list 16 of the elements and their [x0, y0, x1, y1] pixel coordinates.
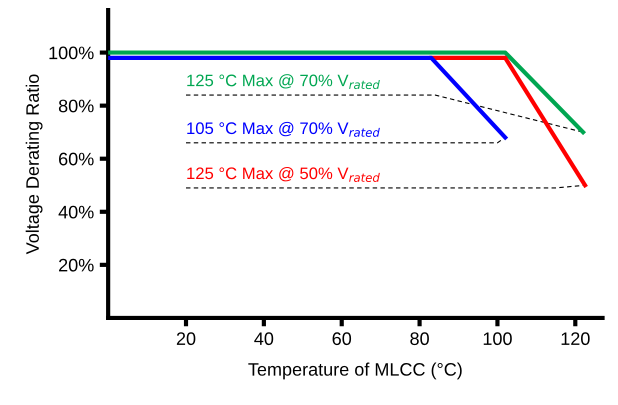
x-axis-title: Temperature of MLCC (°C) [248, 362, 462, 380]
y-axis-title: Voltage Derating Ratio [26, 74, 43, 254]
x-tick-label: 40 [254, 332, 274, 346]
y-tick-label: 40% [58, 206, 94, 219]
x-tick-label: 100 [484, 332, 512, 346]
y-tick-label: 100% [49, 46, 94, 60]
text: 125 °C Max @ 50% V$_{rated}$ [187, 166, 380, 182]
series-label: 125 °C Max @ 70% V$_{rated}$ [187, 74, 380, 90]
x-tick-label: 60 [332, 332, 352, 346]
x-tick-label: 20 [176, 332, 196, 346]
y-tick-label: 60% [59, 152, 94, 166]
x-tick-label: 80 [410, 332, 429, 346]
y-tick-label: 80% [58, 100, 94, 112]
text: 105 °C Max @ 70% V$_{rated}$ [187, 122, 380, 137]
x-tick-label: 120 [562, 332, 590, 346]
y-tick-label: 20% [59, 258, 94, 272]
